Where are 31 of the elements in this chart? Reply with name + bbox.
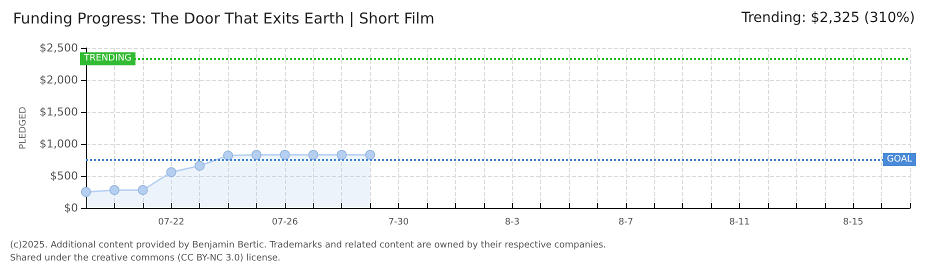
- point: [138, 185, 148, 196]
- x-tick-label: 7-30: [388, 218, 410, 228]
- chart-subtitle: Trending: $2,325 (310%): [740, 10, 916, 26]
- x-tick-label: 07-22: [158, 218, 184, 228]
- y-axis-title: PLEDGED: [18, 106, 28, 150]
- point: [81, 187, 91, 197]
- text: Shared under the creative commons (CC BY-NC 3.0) license.: [10, 254, 281, 264]
- point: [223, 150, 234, 161]
- y-tick-label: $2,000: [40, 74, 78, 86]
- y-tick-label: $500: [50, 170, 78, 182]
- y-tick-label: $0: [64, 202, 78, 214]
- point: [166, 167, 176, 178]
- chart-title: Funding Progress: The Door That Exits Earth | Short Film: [13, 10, 434, 28]
- point: [365, 150, 376, 160]
- x-tick-label: 8-11: [729, 218, 750, 228]
- point: [336, 150, 347, 160]
- x-tick-label: 8-3: [504, 218, 520, 228]
- point: [251, 150, 262, 160]
- x-tick-label: 8-15: [842, 218, 864, 228]
- point: [194, 160, 205, 171]
- x-tick-label: 8-7: [618, 218, 634, 228]
- x-tick-label: 07-26: [272, 218, 298, 228]
- text: (c)2025. Additional content provided by Benjamin Bertic. Trademarks and related content are owned by their respective companies.: [10, 240, 606, 250]
- point: [109, 185, 120, 196]
- ref-line-label: GOAL: [886, 154, 912, 164]
- y-tick-label: $1,500: [40, 106, 78, 118]
- point: [308, 150, 318, 160]
- point: [280, 150, 290, 160]
- y-tick-label: $1,000: [40, 138, 78, 150]
- y-tick-label: $2,500: [40, 42, 78, 54]
- ref-line-label: TRENDING: [83, 54, 132, 64]
